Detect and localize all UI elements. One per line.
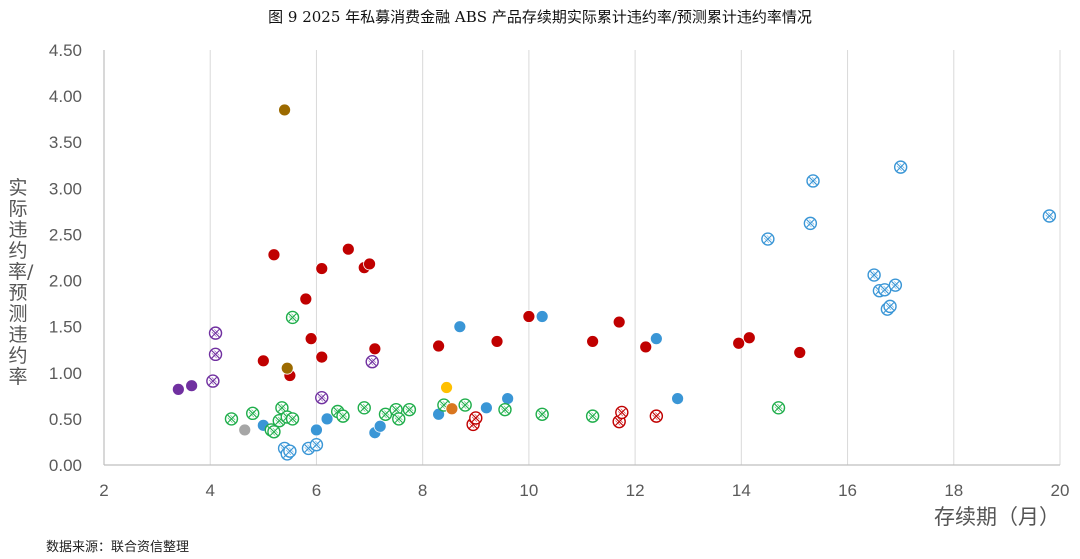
data-point	[208, 326, 223, 340]
data-point	[793, 346, 807, 359]
data-point	[206, 374, 220, 388]
source-note: 数据来源：联合资信整理	[46, 540, 190, 555]
data-point	[535, 407, 549, 421]
data-point	[373, 419, 387, 433]
data-point	[501, 392, 515, 406]
data-point	[585, 409, 600, 423]
y-tick-label: 0.00	[49, 456, 82, 475]
data-point	[615, 405, 629, 420]
x-tick-label: 18	[944, 481, 963, 500]
data-point	[771, 401, 786, 415]
data-point	[368, 342, 382, 356]
data-point	[363, 257, 376, 271]
data-point	[649, 409, 664, 423]
x-tick-label: 2	[99, 481, 108, 500]
data-point	[469, 411, 483, 425]
x-tick-label: 4	[205, 481, 214, 500]
data-point	[888, 278, 903, 292]
data-point	[315, 262, 329, 275]
data-point	[893, 160, 908, 174]
data-point	[479, 401, 493, 415]
data-point	[649, 332, 663, 346]
data-point	[867, 268, 881, 282]
data-point	[309, 438, 324, 452]
data-point	[453, 320, 467, 334]
x-tick-label: 6	[312, 481, 321, 500]
y-tick-label: 1.00	[49, 364, 82, 383]
data-point	[586, 335, 600, 348]
data-point	[185, 379, 199, 393]
x-tick-label: 12	[626, 481, 645, 500]
y-tick-label: 0.50	[49, 410, 82, 429]
data-point	[171, 382, 185, 396]
data-point	[639, 340, 653, 354]
data-point	[299, 292, 313, 306]
chart-title: 图 9 2025 年私募消费金融 ABS 产品存续期实际累计违约率/预测累计违约…	[268, 8, 812, 26]
data-point	[612, 315, 626, 329]
data-point	[883, 299, 897, 314]
data-point	[278, 103, 291, 117]
data-point	[336, 409, 350, 423]
x-tick-label: 16	[838, 481, 857, 500]
data-points	[171, 103, 1057, 461]
data-point	[498, 402, 512, 417]
data-point	[806, 174, 820, 188]
data-point	[267, 248, 281, 262]
y-tick-label: 2.50	[49, 225, 82, 244]
data-point	[378, 407, 393, 421]
data-point	[522, 310, 536, 323]
data-point	[445, 402, 459, 416]
y-tick-label: 4.00	[49, 87, 82, 106]
grid-lines	[103, 50, 1061, 465]
data-point	[238, 423, 252, 437]
data-point	[392, 412, 406, 426]
y-tick-label: 3.00	[49, 179, 82, 198]
tick-labels: 2 4 6 8 10 12 14 16 18 20 0.00 0.50 1.00 1.50 2.00 2.50…	[49, 41, 1070, 500]
data-point	[761, 232, 775, 246]
data-point	[803, 216, 818, 231]
data-point	[432, 339, 446, 353]
data-point	[310, 423, 323, 437]
x-tick-label: 20	[1051, 481, 1070, 500]
data-point	[285, 310, 300, 325]
x-tick-label: 8	[418, 481, 427, 500]
data-point	[357, 401, 371, 415]
axes	[103, 50, 1060, 466]
data-point	[490, 335, 504, 348]
data-point	[732, 336, 746, 350]
data-point	[267, 425, 281, 439]
y-tick-label: 2.00	[49, 272, 82, 291]
data-point	[402, 402, 417, 417]
y-tick-label: 4.50	[49, 41, 82, 60]
data-point	[341, 242, 355, 256]
data-point	[320, 412, 334, 426]
data-point	[280, 361, 294, 375]
data-point	[440, 381, 453, 394]
data-point	[224, 412, 239, 426]
x-axis-label: 存续期（月）	[934, 505, 1060, 529]
data-point	[535, 310, 549, 323]
x-tick-label: 14	[732, 481, 751, 500]
data-point	[315, 350, 329, 364]
data-point	[256, 354, 270, 368]
data-point	[671, 392, 684, 406]
data-point	[285, 412, 300, 426]
y-axis-label: 实际违约率/预测违约率	[8, 177, 34, 388]
data-point	[283, 444, 297, 458]
data-point	[208, 347, 223, 362]
y-tick-label: 3.50	[49, 133, 82, 152]
data-point	[365, 355, 379, 369]
data-point	[458, 398, 472, 412]
data-point	[315, 390, 329, 405]
data-point	[304, 332, 318, 346]
y-tick-label: 1.50	[49, 318, 82, 337]
data-point	[742, 331, 756, 345]
data-point	[1042, 209, 1057, 223]
x-tick-label: 10	[519, 481, 538, 500]
data-point	[246, 406, 260, 421]
